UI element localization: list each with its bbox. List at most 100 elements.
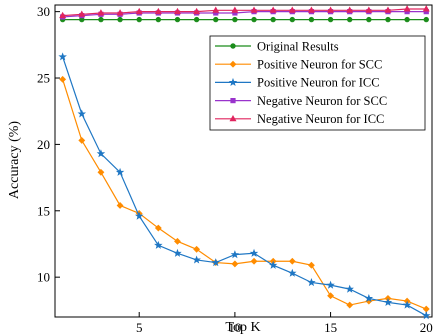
y-tick-label: 15 [37,203,50,218]
data-point [231,6,239,13]
series-line [62,8,427,17]
data-point [308,16,315,23]
data-point [97,168,105,176]
y-tick-label: 10 [37,270,50,285]
data-point [345,284,354,293]
data-point [364,293,374,303]
data-point [192,255,201,264]
series-line [62,11,427,18]
data-point [116,9,124,16]
series-group [58,5,431,320]
data-point [250,6,258,13]
data-point [154,240,163,249]
data-point [174,16,181,23]
data-point [173,248,182,257]
legend-label: Negative Neuron for ICC [257,112,384,126]
data-point [250,257,258,265]
legend-marker [229,60,237,68]
data-point [402,300,412,309]
plot-frame [54,4,433,318]
data-point [193,245,201,253]
data-point [134,211,144,220]
data-point [59,11,67,19]
legend-marker [228,77,238,87]
series-1 [59,16,429,23]
data-point [268,260,278,269]
data-point [404,16,410,23]
data-point [365,6,373,13]
data-point [77,109,87,118]
legend-item: Positive Neuron for SCC [215,58,382,72]
data-point [288,268,297,277]
data-point [383,297,393,307]
data-point [154,224,162,232]
x-tick-label: 10 [228,320,241,334]
legend-item: Original Results [215,39,339,53]
data-point [289,16,295,23]
data-point [327,6,335,13]
data-point [307,6,315,13]
legend-label: Negative Neuron for SCC [257,94,387,108]
x-tick-label: 5 [136,320,143,334]
legend-item: Negative Neuron for SCC [215,94,387,108]
data-point [385,16,391,23]
data-point [78,136,86,144]
data-point [59,75,67,83]
series-line [62,56,427,317]
data-point [326,280,335,289]
data-point [327,292,334,300]
x-tick-label: 15 [324,320,337,334]
data-point [155,16,162,23]
legend-item: Negative Neuron for ICC [215,112,384,126]
data-point [422,305,430,313]
legend-label: Positive Neuron for ICC [257,76,380,90]
data-point [307,278,316,287]
data-point [422,311,431,320]
data-point [232,16,238,23]
data-point [249,248,259,257]
legend-marker [230,98,236,104]
data-point [136,16,142,23]
data-point [269,6,277,13]
legend: Original Results Positive Neuron for SCC P… [209,35,426,131]
data-point [154,7,162,15]
series-5 [59,5,430,19]
data-point [230,250,240,259]
data-point [97,9,105,16]
data-point [96,149,106,158]
data-point [251,16,257,23]
data-point [117,16,123,23]
data-point [193,7,201,15]
y-tick-label: 30 [37,4,50,19]
legend-label: Positive Neuron for SCC [257,58,382,72]
data-point [422,5,430,12]
x-tick-label: 20 [420,320,433,334]
axis-ticks: 5 10 15 20 10 15 20 25 30 [37,4,433,334]
data-point [116,202,124,209]
legend-item: Positive Neuron for ICC [215,76,380,90]
data-point [270,16,276,23]
data-point [174,237,181,245]
series-line [62,79,427,310]
data-point [78,10,86,17]
legend-marker [229,114,237,122]
data-point [211,258,221,267]
y-tick-label: 20 [37,137,50,152]
data-point [403,5,411,12]
data-point [213,16,219,23]
data-point [58,52,67,61]
data-point [346,6,354,13]
data-point [347,16,353,23]
data-point [346,301,354,309]
data-point [327,16,334,23]
series-3 [58,52,431,320]
data-point [115,167,125,176]
data-point [384,6,392,13]
series-2 [59,75,430,313]
y-axis-label: Accuracy (%) [7,121,22,199]
data-point [231,260,239,268]
data-point [173,7,181,15]
data-point [135,7,143,15]
